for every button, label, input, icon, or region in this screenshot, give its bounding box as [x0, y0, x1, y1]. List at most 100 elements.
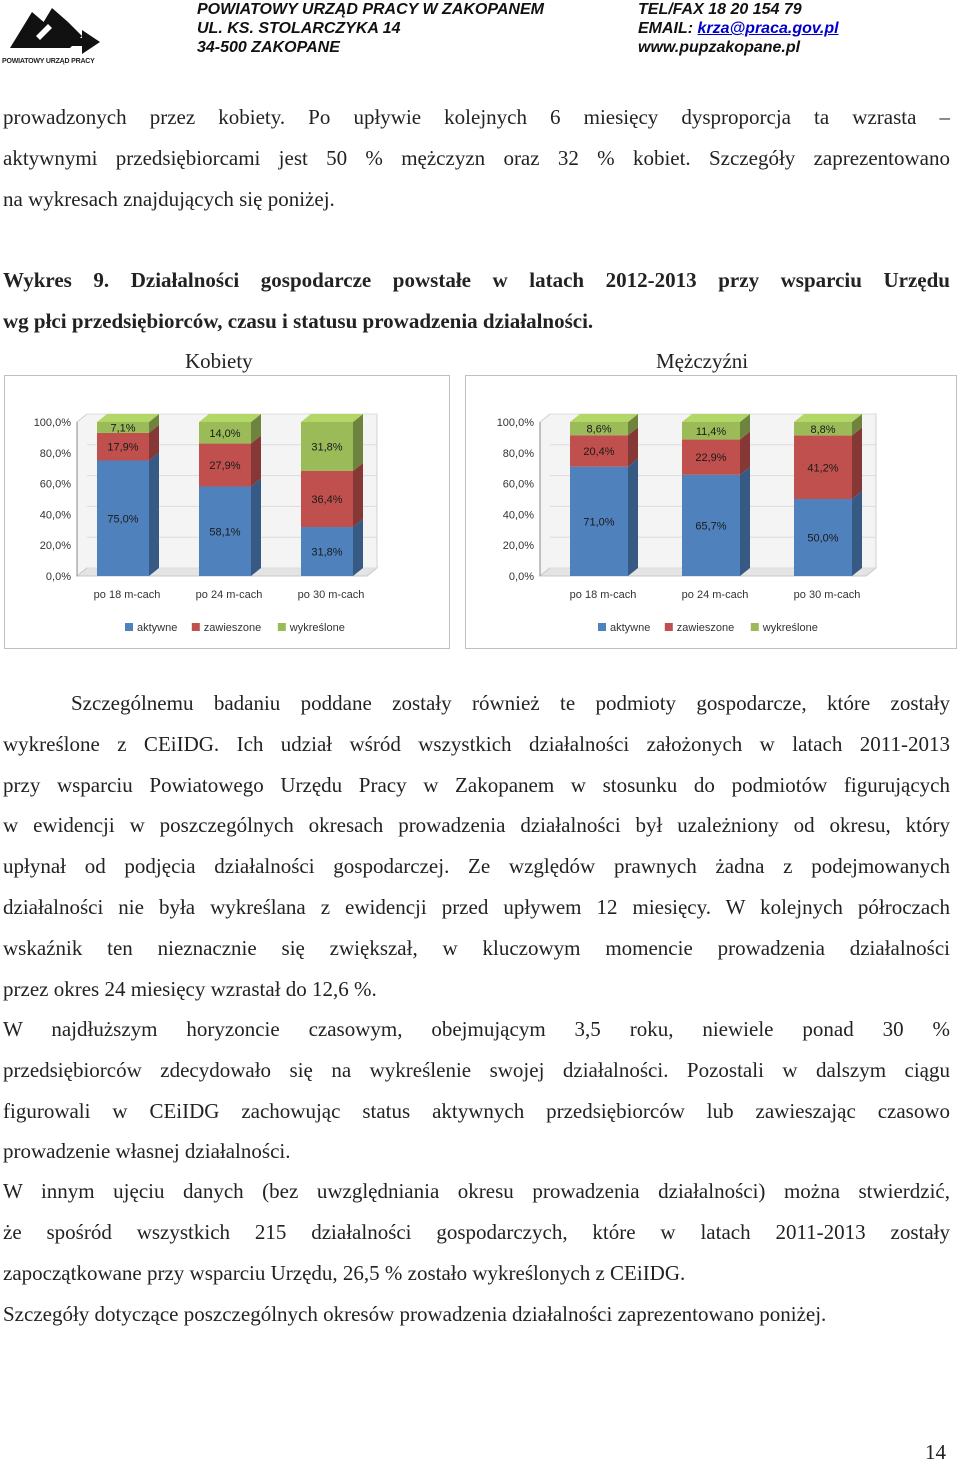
men-chart: 0,0% 20,0% 40,0% 60,0% 80,0% 100,0% 71,0% 20,4%…: [465, 375, 957, 649]
women-chart-title: Kobiety: [185, 349, 253, 373]
y-tick-label: 80,0%: [503, 448, 534, 460]
office-city: 34-500 ZAKOPANE: [197, 39, 340, 56]
legend-label: aktywne: [137, 622, 177, 634]
text-line: W najdłuższym horyzoncie czasowym, obejm…: [3, 1017, 950, 1041]
text-line: przy wsparciu Powiatowego Urzędu Pracy w…: [3, 772, 950, 797]
bar-zawieszone: [682, 439, 740, 475]
y-tick-label: 60,0%: [40, 479, 71, 491]
bar-wykreslone: [97, 422, 149, 433]
legend-label: zawieszone: [204, 622, 261, 634]
bar-zawieszone: [301, 470, 353, 528]
text-line: wskaźnik ten nieznacznie się zwiększał, …: [3, 935, 950, 960]
men-chart-svg: 0,0% 20,0% 40,0% 60,0% 80,0% 100,0% 71,0% 20,4%…: [497, 413, 878, 634]
bar-wykreslone: [199, 422, 251, 444]
data-label: 31,8%: [311, 547, 342, 559]
email-label: EMAIL:: [638, 20, 698, 37]
bar-top: [199, 414, 261, 422]
logo-caption: POWIATOWY URZĄD PRACY: [2, 58, 95, 65]
text-line: prowadzonych przez kobiety. Po upływie k…: [3, 105, 950, 129]
bar-top: [794, 414, 862, 422]
bar-aktywne: [794, 499, 852, 576]
bar-aktywne: [570, 466, 628, 576]
office-street: UL. KS. STOLARCZYKA 14: [197, 20, 401, 37]
bar-side-aktywne: [740, 466, 750, 576]
text-line: na wykresach znajdujących się poniżej.: [3, 186, 335, 211]
bar-aktywne: [199, 486, 251, 576]
bar-side-zawieszone: [251, 435, 261, 487]
bar-side-aktywne: [251, 478, 261, 576]
bar-top: [682, 414, 750, 422]
data-label: 20,4%: [583, 446, 614, 458]
text-line: działalności nie była wykreślana z ewide…: [3, 894, 950, 919]
legend-swatch: [598, 623, 606, 631]
paragraph-summary: W innym ujęciu danych (bez uwzględniania…: [3, 1171, 950, 1293]
bar-top: [570, 414, 638, 422]
office-contact: TEL/FAX 18 20 154 79 EMAIL: krza@praca.g…: [638, 0, 839, 57]
x-tick-label: po 30 m-cach: [298, 589, 365, 601]
text-line: prowadzenie własnej działalności.: [3, 1139, 291, 1164]
text-line: wykreślone z CEiIDG. Ich udział wśród ws…: [3, 731, 950, 756]
legend-swatch: [191, 623, 200, 631]
y-tick-label: 100,0%: [497, 417, 535, 429]
x-tick-label: po 24 m-cach: [682, 589, 749, 601]
bar-aktywne: [682, 474, 740, 576]
text-line: że spośród wszystkich 215 działalności g…: [3, 1219, 950, 1244]
office-website[interactable]: www.pupzakopane.pl: [638, 39, 801, 56]
bar-zawieszone: [570, 435, 628, 467]
caption-line: wg płci przedsiębiorców, czasu i statusu…: [3, 308, 594, 333]
bar-zawieszone: [199, 443, 251, 487]
bar-side-zawieszone: [852, 427, 862, 499]
y-tick-label: 0,0%: [509, 571, 534, 583]
bar-side-wykreslone: [149, 414, 159, 433]
bar-side-zawieszone: [353, 462, 363, 528]
text-line: przedsiębiorców zdecydowało się na wykre…: [3, 1057, 950, 1082]
paragraph-long-horizon: W najdłuższym horyzoncie czasowym, obejm…: [3, 1009, 950, 1172]
pup-logo: [10, 8, 100, 54]
figure-caption: Wykres 9. Działalności gospodarcze powst…: [3, 260, 950, 342]
x-tick-label: po 24 m-cach: [196, 589, 263, 601]
data-label: 50,0%: [807, 533, 838, 545]
office-email-line: EMAIL: krza@praca.gov.pl: [638, 19, 839, 38]
y-tick-label: 40,0%: [40, 509, 71, 521]
text-line: przez okres 24 miesięcy wzrastał do 12,6…: [3, 976, 377, 1001]
text-line: figurowali w CEiIDG zachowując status ak…: [3, 1098, 950, 1123]
office-phone: TEL/FAX 18 20 154 79: [638, 1, 802, 18]
y-tick-label: 20,0%: [40, 540, 71, 552]
data-label: 14,0%: [209, 428, 240, 440]
data-label: 11,4%: [696, 426, 727, 438]
bar-side-aktywne: [852, 491, 862, 576]
email-link[interactable]: krza@praca.gov.pl: [697, 20, 839, 37]
y-tick-label: 100,0%: [34, 417, 72, 429]
bar-side-wykreslone: [251, 414, 261, 444]
data-label: 58,1%: [209, 526, 240, 538]
bar-side-zawieszone: [628, 427, 638, 467]
legend-label: wykreślone: [289, 622, 345, 634]
data-label: 8,8%: [810, 424, 835, 436]
bar-top: [301, 414, 363, 422]
intro-paragraph: prowadzonych przez kobiety. Po upływie k…: [3, 97, 950, 219]
data-label: 17,9%: [107, 442, 138, 454]
paragraph-details: Szczegóły dotyczące poszczególnych okres…: [3, 1294, 950, 1335]
data-label: 75,0%: [107, 513, 138, 525]
text-line: upłynał od podjęcia działalności gospoda…: [3, 854, 950, 879]
legend-swatch: [750, 623, 759, 631]
text-line: Szczególnemu badaniu poddane zostały rów…: [71, 691, 950, 715]
text-line: zapoczątkowane przy wsparciu Urzędu, 26,…: [3, 1260, 686, 1285]
women-chart-svg: 0,0% 20,0% 40,0% 60,0% 80,0% 100,0% 75,0% 17,9%…: [34, 413, 379, 634]
bar-side-aktywne: [353, 519, 363, 576]
data-label: 8,6%: [586, 424, 611, 436]
bar-zawieszone: [794, 435, 852, 499]
text-line: Szczegóły dotyczące poszczególnych okres…: [3, 1302, 827, 1326]
bar-side-wykreslone: [740, 414, 750, 440]
data-label: 22,9%: [695, 452, 726, 464]
data-label: 7,1%: [110, 422, 135, 434]
y-tick-label: 60,0%: [503, 479, 534, 491]
data-label: 36,4%: [311, 494, 342, 506]
legend-label: wykreślone: [762, 622, 818, 634]
data-label: 65,7%: [695, 520, 726, 532]
office-name: POWIATOWY URZĄD PRACY W ZAKOPANEM: [197, 1, 544, 18]
bar-side-wykreslone: [628, 414, 638, 436]
bar-aktywne: [301, 527, 353, 576]
page-header: POWIATOWY URZĄD PRACY POWIATOWY URZĄD PR…: [0, 0, 960, 70]
bar-side-aktywne: [628, 458, 638, 576]
